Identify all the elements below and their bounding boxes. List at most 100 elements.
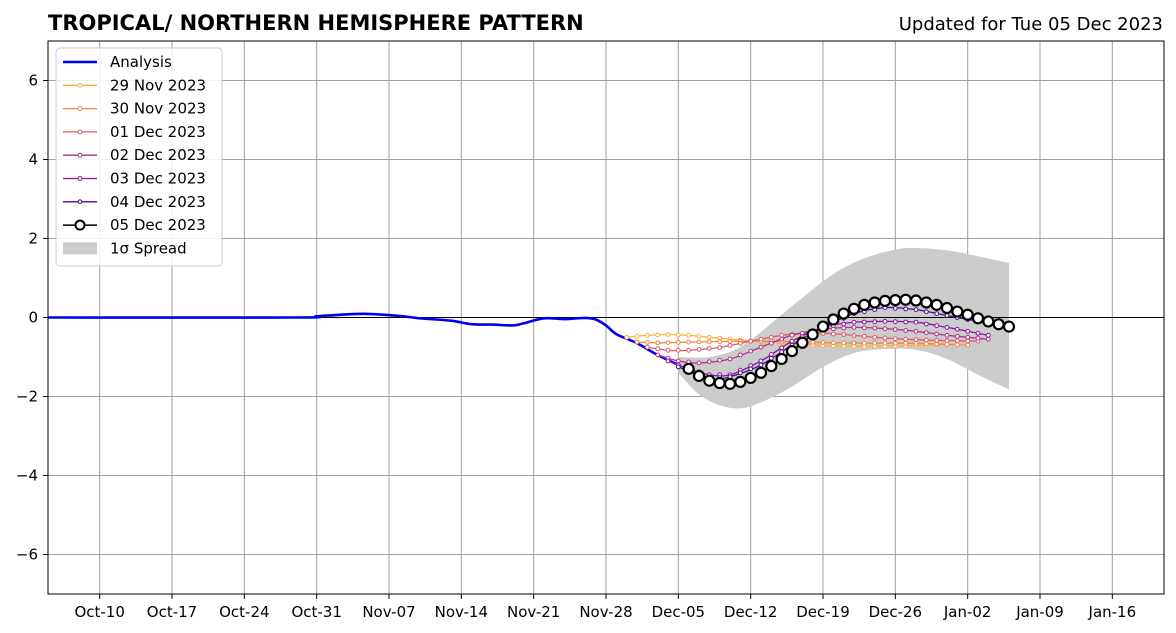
series-point-f1130: [944, 342, 950, 347]
legend-entry-f1202: 02 Dec 2023: [63, 146, 206, 164]
series-point-f1130: [882, 340, 888, 346]
series-point-f1203: [861, 319, 867, 325]
series-point-f1201: [892, 336, 898, 342]
legend-label: Analysis: [110, 53, 172, 71]
series-point-f1130: [851, 340, 857, 346]
series-point-f1130: [634, 339, 640, 345]
legend-entry-f1205: 05 Dec 2023: [63, 216, 206, 234]
series-point-f1201: [655, 346, 661, 352]
legend-entry-f1204: 04 Dec 2023: [63, 193, 206, 211]
x-tick-label: Dec-12: [724, 603, 778, 621]
series-point-f1204: [768, 355, 774, 361]
series-point-f1204: [934, 311, 940, 317]
legend-label: 30 Nov 2023: [110, 100, 206, 118]
series-point-f1205: [909, 294, 923, 307]
series-point-f1129: [644, 332, 650, 338]
series-point-f1129: [696, 333, 702, 339]
series-point-f1130: [665, 340, 671, 346]
x-tick-label: Nov-28: [579, 603, 632, 621]
legend-swatch-marker: [77, 199, 83, 205]
legend-label: 01 Dec 2023: [110, 123, 206, 141]
x-tick-label: Oct-24: [219, 603, 269, 621]
axis-layer: Oct-10 Oct-17 Oct-24 Oct-31 Nov-07 Nov-14 Nov-…: [16, 72, 1136, 622]
series-point-f1205: [692, 369, 706, 383]
series-point-f1202: [717, 357, 723, 363]
series-point-f1205: [961, 308, 974, 321]
x-tick-label: Jan-02: [943, 603, 992, 621]
x-tick-label: Oct-31: [291, 603, 341, 621]
series-point-f1203: [882, 319, 888, 324]
series-point-f1202: [985, 336, 991, 342]
series-point-f1203: [892, 319, 898, 325]
series-point-f1203: [944, 325, 950, 330]
series-point-f1202: [675, 358, 681, 364]
x-tick-label: Nov-21: [507, 603, 560, 621]
series-point-f1205: [682, 362, 695, 375]
series-point-f1130: [820, 340, 826, 345]
legend-label: 02 Dec 2023: [110, 146, 206, 164]
series-point-f1201: [644, 344, 650, 350]
series-point-f1203: [985, 332, 991, 338]
series-point-f1130: [872, 340, 878, 346]
series-point-f1205: [889, 294, 902, 307]
y-tick-label: 2: [28, 230, 38, 248]
series-point-f1204: [913, 307, 919, 313]
x-tick-label: Dec-19: [796, 603, 850, 621]
x-tick-label: Jan-16: [1088, 603, 1137, 621]
series-point-f1201: [779, 332, 785, 338]
legend-swatch-marker: [77, 82, 83, 88]
legend-swatch-marker: [77, 176, 83, 181]
series-point-f1205: [971, 312, 985, 325]
series-point-f1130: [830, 340, 836, 346]
series-point-f1205: [816, 320, 830, 333]
series-point-f1205: [868, 296, 881, 309]
series-point-f1201: [861, 333, 867, 339]
series-point-f1201: [903, 336, 909, 342]
series-point-f1129: [624, 334, 630, 340]
series-point-f1201: [748, 338, 754, 344]
series-point-f1201: [717, 345, 723, 350]
legend-label: 29 Nov 2023: [110, 76, 206, 94]
x-tick-label: Jan-09: [1015, 603, 1064, 621]
chart-subtitle: Updated for Tue 05 Dec 2023: [899, 14, 1163, 35]
legend-swatch-marker: [77, 106, 83, 111]
legend-label: 05 Dec 2023: [110, 216, 206, 234]
series-point-f1201: [954, 338, 960, 344]
y-tick-label: −6: [16, 546, 38, 564]
series-point-f1205: [1002, 320, 1016, 333]
series-point-f1203: [758, 358, 764, 364]
series-point-f1203: [965, 328, 971, 334]
x-tick-label: Dec-26: [869, 603, 923, 621]
series-point-f1201: [851, 333, 857, 338]
series-point-f1205: [992, 318, 1005, 331]
series-point-f1204: [944, 313, 950, 318]
series-point-f1129: [655, 332, 661, 338]
series-point-f1201: [665, 347, 671, 353]
series-point-f1201: [696, 347, 702, 352]
series-point-f1205: [775, 352, 788, 366]
series-point-f1201: [706, 346, 712, 351]
series-point-f1205: [920, 296, 933, 309]
series-point-f1130: [686, 339, 692, 345]
series-point-f1205: [982, 315, 995, 328]
series-point-f1201: [675, 347, 681, 353]
y-tick-label: 6: [28, 72, 38, 90]
series-point-f1202: [934, 331, 940, 337]
series-point-f1204: [923, 309, 929, 315]
series-point-f1205: [878, 294, 892, 308]
series-point-f1130: [903, 340, 909, 346]
series-point-f1205: [713, 376, 726, 390]
series-point-f1205: [806, 328, 819, 341]
series-point-f1201: [882, 335, 888, 341]
legend-swatch-marker: [77, 152, 83, 158]
series-point-f1205: [827, 313, 840, 326]
legend-label: 04 Dec 2023: [110, 193, 206, 211]
series-point-f1130: [954, 342, 960, 348]
series-point-f1202: [903, 328, 909, 333]
series-point-f1130: [706, 339, 712, 345]
series-point-f1130: [655, 340, 661, 346]
series-point-f1205: [940, 301, 954, 315]
series-point-f1130: [841, 340, 847, 346]
